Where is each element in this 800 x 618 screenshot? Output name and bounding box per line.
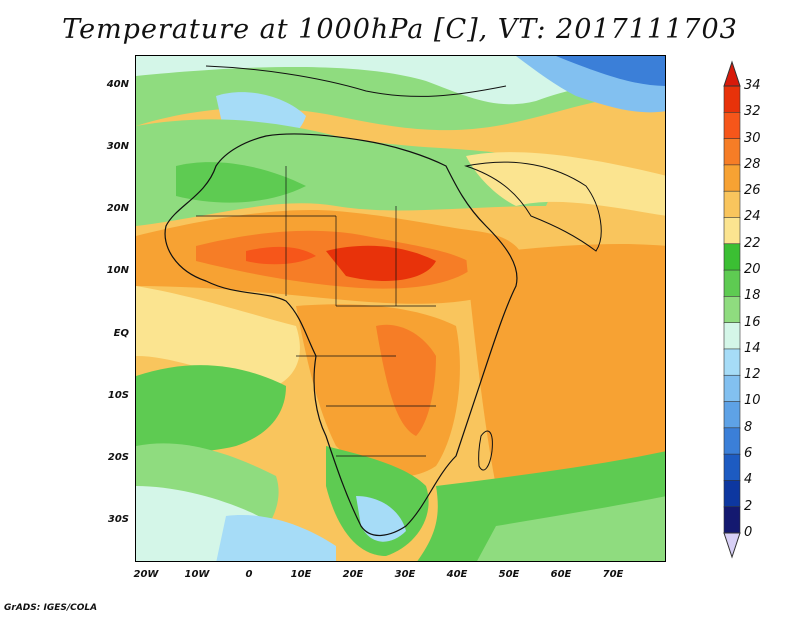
west-sahel-hot-patch	[246, 246, 316, 265]
colorbar-segment	[723, 322, 741, 350]
colorbar-segment	[723, 164, 741, 192]
lon-label-30e: 30E	[394, 569, 416, 580]
map-canvas	[136, 56, 665, 561]
colorbar-segment	[723, 269, 741, 298]
lat-label-40n: 40N	[106, 79, 129, 90]
colorbar-label-16: 16	[744, 315, 761, 330]
colorbar-segment	[723, 296, 741, 324]
southern-africa-blue	[356, 496, 406, 542]
colorbar-segment	[723, 427, 741, 455]
colorbar-label-20: 20	[744, 262, 761, 277]
lat-label-20s: 20S	[107, 452, 129, 463]
mediterranean-coastline	[205, 65, 507, 97]
arabia-yellow-region	[466, 152, 665, 216]
colorbar-segment	[723, 401, 741, 429]
colorbar-segment	[723, 111, 741, 140]
colorbar-label-22: 22	[744, 236, 761, 251]
colorbar-segment	[723, 374, 741, 403]
northeast-deep-blue-region	[556, 56, 665, 86]
chart-title: Temperature at 1000hPa [C], VT: 20171117…	[62, 14, 738, 45]
arabia-coastline	[464, 161, 602, 252]
colorbar-label-4: 4	[744, 472, 753, 487]
colorbar-segment	[723, 480, 741, 508]
temperature-map	[135, 55, 666, 562]
lon-label-70e: 70E	[602, 569, 624, 580]
sahara-green-patch	[176, 162, 306, 203]
colorbar-segment	[723, 506, 741, 534]
colorbar-label-2: 2	[744, 499, 753, 514]
atlantic-yellow-region	[136, 286, 300, 386]
colorbar-segment	[723, 243, 741, 271]
colorbar-label-34: 34	[744, 78, 761, 93]
colorbar-segment	[723, 348, 741, 377]
colorbar-label-14: 14	[744, 341, 761, 356]
colorbar-segment	[723, 138, 741, 166]
lat-label-eq: EQ	[113, 328, 129, 339]
colorbar-label-24: 24	[744, 209, 761, 224]
sahel-hot-core	[326, 245, 436, 281]
lat-label-10n: 10N	[106, 265, 129, 276]
lon-label-10e: 10E	[290, 569, 312, 580]
south-atlantic-blue	[216, 515, 336, 561]
lon-label-20w: 20W	[133, 569, 159, 580]
colorbar-label-10: 10	[744, 393, 761, 408]
colorbar-segment	[723, 453, 741, 482]
lon-label-0: 0	[245, 569, 253, 580]
country-borders	[196, 166, 436, 457]
colorbar-bottom-arrow	[723, 532, 741, 559]
lat-label-30s: 30S	[107, 514, 129, 525]
colorbar-label-18: 18	[744, 288, 761, 303]
lat-label-20n: 20N	[106, 203, 129, 214]
colorbar-segments	[723, 85, 741, 534]
lon-label-20e: 20E	[342, 569, 364, 580]
madagascar-coastline	[478, 430, 493, 471]
colorbar-top-arrow	[723, 60, 741, 87]
colorbar-segment	[723, 190, 741, 219]
colorbar-label-0: 0	[744, 525, 753, 540]
colorbar-segment	[723, 217, 741, 245]
lat-label-30n: 30N	[106, 141, 129, 152]
colorbar-label-28: 28	[744, 157, 761, 172]
colorbar-label-12: 12	[744, 367, 761, 382]
colorbar-label-30: 30	[744, 131, 761, 146]
indian-ocean-orange	[466, 244, 665, 486]
africa-coastline	[164, 133, 518, 536]
colorbar-label-32: 32	[744, 104, 761, 119]
colorbar-segment	[723, 85, 741, 114]
grads-credit: GrADS: IGES/COLA	[4, 603, 98, 613]
colorbar-label-26: 26	[744, 183, 761, 198]
lon-label-40e: 40E	[446, 569, 468, 580]
rift-valley-warm	[376, 324, 436, 436]
lon-label-60e: 60E	[550, 569, 572, 580]
lat-label-10s: 10S	[107, 390, 129, 401]
southern-ocean-light-green	[477, 496, 665, 561]
colorbar-label-6: 6	[744, 446, 753, 461]
lon-label-10w: 10W	[184, 569, 210, 580]
colorbar-label-8: 8	[744, 420, 753, 435]
south-atlantic-green	[136, 365, 286, 452]
lon-label-50e: 50E	[498, 569, 520, 580]
